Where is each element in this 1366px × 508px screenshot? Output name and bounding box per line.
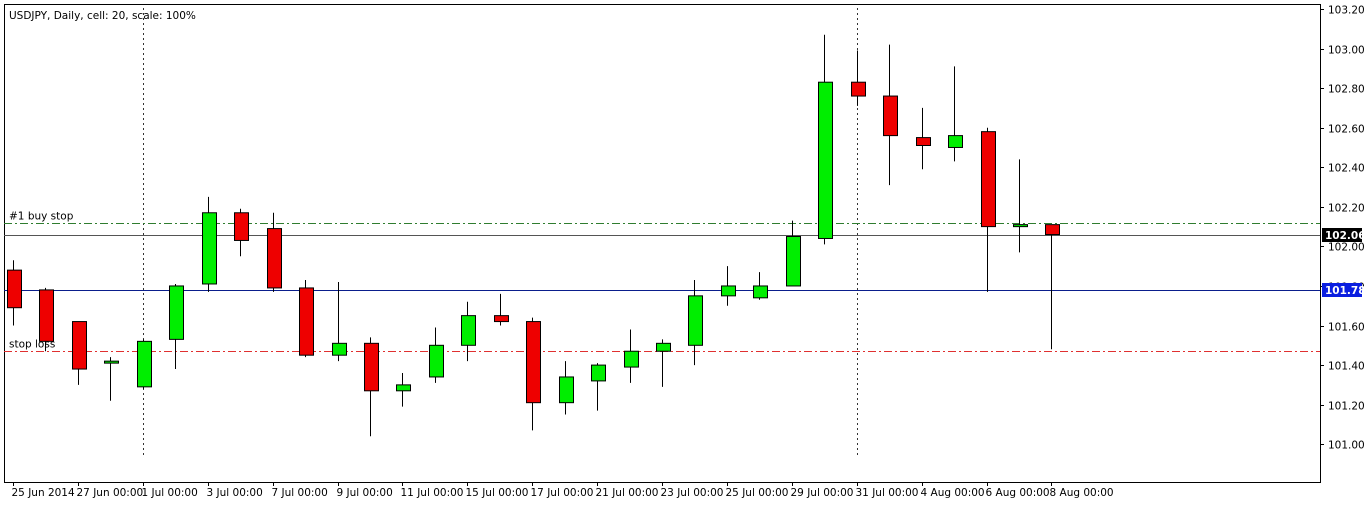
x-axis-tick-label: 7 Jul 00:00 [272, 487, 328, 499]
bullish-candle[interactable] [753, 285, 768, 299]
bid-price-badge-text: 102.06 [1325, 230, 1366, 242]
bid-price-badge [1322, 228, 1362, 242]
y-axis-tick-label: 103.20 [1328, 5, 1365, 17]
x-axis-tick-label: 27 Jun 00:00 [77, 487, 144, 499]
x-axis-tick-label: 11 Jul 00:00 [401, 487, 464, 499]
bullish-candle[interactable] [948, 135, 963, 148]
bullish-candle[interactable] [656, 342, 671, 352]
bearish-candle[interactable] [364, 342, 379, 392]
bullish-candle[interactable] [137, 340, 152, 388]
x-axis-tick-label: 9 Jul 00:00 [337, 487, 393, 499]
bearish-candle[interactable] [72, 321, 87, 370]
bearish-candle[interactable] [883, 95, 898, 137]
bullish-candle[interactable] [429, 344, 444, 378]
x-axis-tick-label: 1 Jul 00:00 [142, 487, 198, 499]
level-price-badge [1322, 283, 1362, 297]
bearish-candle[interactable] [39, 289, 54, 342]
bearish-candle[interactable] [1045, 224, 1060, 236]
y-axis-tick-label: 102.60 [1328, 124, 1365, 136]
x-axis-tick-label: 25 Jun 2014 [12, 487, 75, 499]
bullish-candle[interactable] [721, 285, 736, 297]
bullish-candle[interactable] [332, 342, 347, 356]
y-axis-tick-label: 101.20 [1328, 401, 1365, 413]
bearish-candle[interactable] [526, 321, 541, 404]
bearish-candle[interactable] [494, 315, 509, 323]
bullish-candle[interactable] [591, 364, 606, 382]
x-axis-tick-label: 8 Aug 00:00 [1050, 487, 1114, 499]
x-axis-tick-label: 17 Jul 00:00 [531, 487, 594, 499]
bullish-candle[interactable] [461, 315, 476, 346]
y-axis-tick-label: 102.20 [1328, 203, 1365, 215]
x-axis-tick-label: 25 Jul 00:00 [726, 487, 789, 499]
y-axis-tick-label: 102.40 [1328, 163, 1365, 175]
bearish-candle[interactable] [851, 81, 866, 97]
chart-title: USDJPY, Daily, cell: 20, scale: 100% [9, 10, 196, 22]
bullish-candle[interactable] [559, 376, 574, 404]
level-price-badge-text: 101.78 [1325, 285, 1366, 297]
bearish-candle[interactable] [7, 269, 22, 309]
x-axis-tick-label: 29 Jul 00:00 [791, 487, 854, 499]
bearish-candle[interactable] [981, 131, 996, 228]
x-axis-tick-label: 31 Jul 00:00 [856, 487, 919, 499]
chart-frame [4, 4, 1321, 483]
bullish-candle[interactable] [396, 384, 411, 392]
bullish-candle[interactable] [202, 212, 217, 285]
bearish-candle[interactable] [299, 287, 314, 356]
bullish-candle[interactable] [688, 295, 703, 346]
x-axis-tick-label: 4 Aug 00:00 [921, 487, 985, 499]
x-axis-tick-label: 21 Jul 00:00 [596, 487, 659, 499]
y-axis-tick-label: 101.00 [1328, 440, 1365, 452]
bullish-candle[interactable] [104, 360, 119, 364]
bullish-candle[interactable] [169, 285, 184, 340]
bullish-candle[interactable] [818, 81, 833, 239]
x-axis-tick-label: 15 Jul 00:00 [466, 487, 529, 499]
x-axis-tick-label: 23 Jul 00:00 [661, 487, 724, 499]
x-axis-tick-label: 6 Aug 00:00 [986, 487, 1050, 499]
y-axis-tick-label: 101.60 [1328, 322, 1365, 334]
bearish-candle[interactable] [916, 137, 931, 147]
y-axis-tick-label: 102.80 [1328, 84, 1365, 96]
bullish-candle[interactable] [1013, 224, 1028, 228]
y-axis-tick-label: 102.00 [1328, 242, 1365, 254]
bearish-candle[interactable] [234, 212, 249, 241]
bearish-candle[interactable] [267, 228, 282, 289]
bullish-candle[interactable] [624, 350, 639, 368]
1-buy-stop-label: #1 buy stop [9, 211, 74, 223]
bullish-candle[interactable] [786, 236, 801, 287]
x-axis-tick-label: 3 Jul 00:00 [207, 487, 263, 499]
y-axis-tick-label: 101.40 [1328, 361, 1365, 373]
y-axis-tick-label: 103.00 [1328, 45, 1365, 57]
